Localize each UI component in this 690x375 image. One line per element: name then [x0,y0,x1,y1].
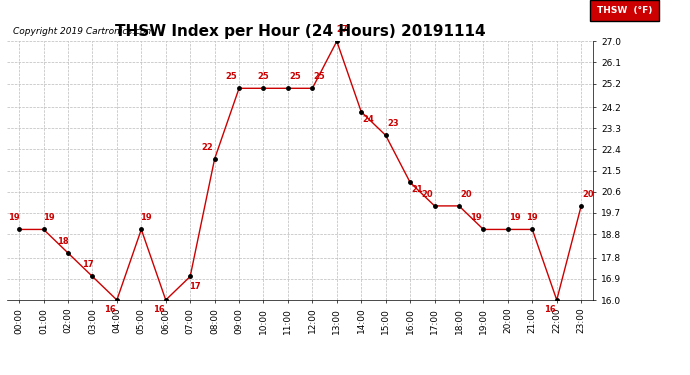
Text: 25: 25 [257,72,269,81]
Text: 19: 19 [471,213,482,222]
Text: 24: 24 [363,115,375,124]
Text: 21: 21 [411,185,424,194]
Text: 19: 19 [526,213,538,222]
Text: 16: 16 [104,305,115,314]
Text: 25: 25 [226,72,237,81]
Text: 20: 20 [422,190,433,199]
Text: 20: 20 [582,190,594,199]
Text: 27: 27 [336,25,348,34]
Text: 16: 16 [152,305,164,314]
Text: 23: 23 [387,119,399,128]
Text: 20: 20 [460,190,472,199]
Text: 25: 25 [314,72,326,81]
Text: 17: 17 [81,260,93,269]
Text: 22: 22 [201,143,213,152]
Text: 19: 19 [43,213,55,222]
Text: Copyright 2019 Cartronics.com: Copyright 2019 Cartronics.com [13,27,154,36]
Text: 25: 25 [289,72,301,81]
Text: 19: 19 [509,213,521,222]
Text: 18: 18 [57,237,69,246]
Text: 19: 19 [8,213,20,222]
Text: 19: 19 [140,213,152,222]
Text: THSW  (°F): THSW (°F) [597,6,652,15]
Text: 16: 16 [544,305,555,314]
Text: 17: 17 [189,282,201,291]
Title: THSW Index per Hour (24 Hours) 20191114: THSW Index per Hour (24 Hours) 20191114 [115,24,486,39]
